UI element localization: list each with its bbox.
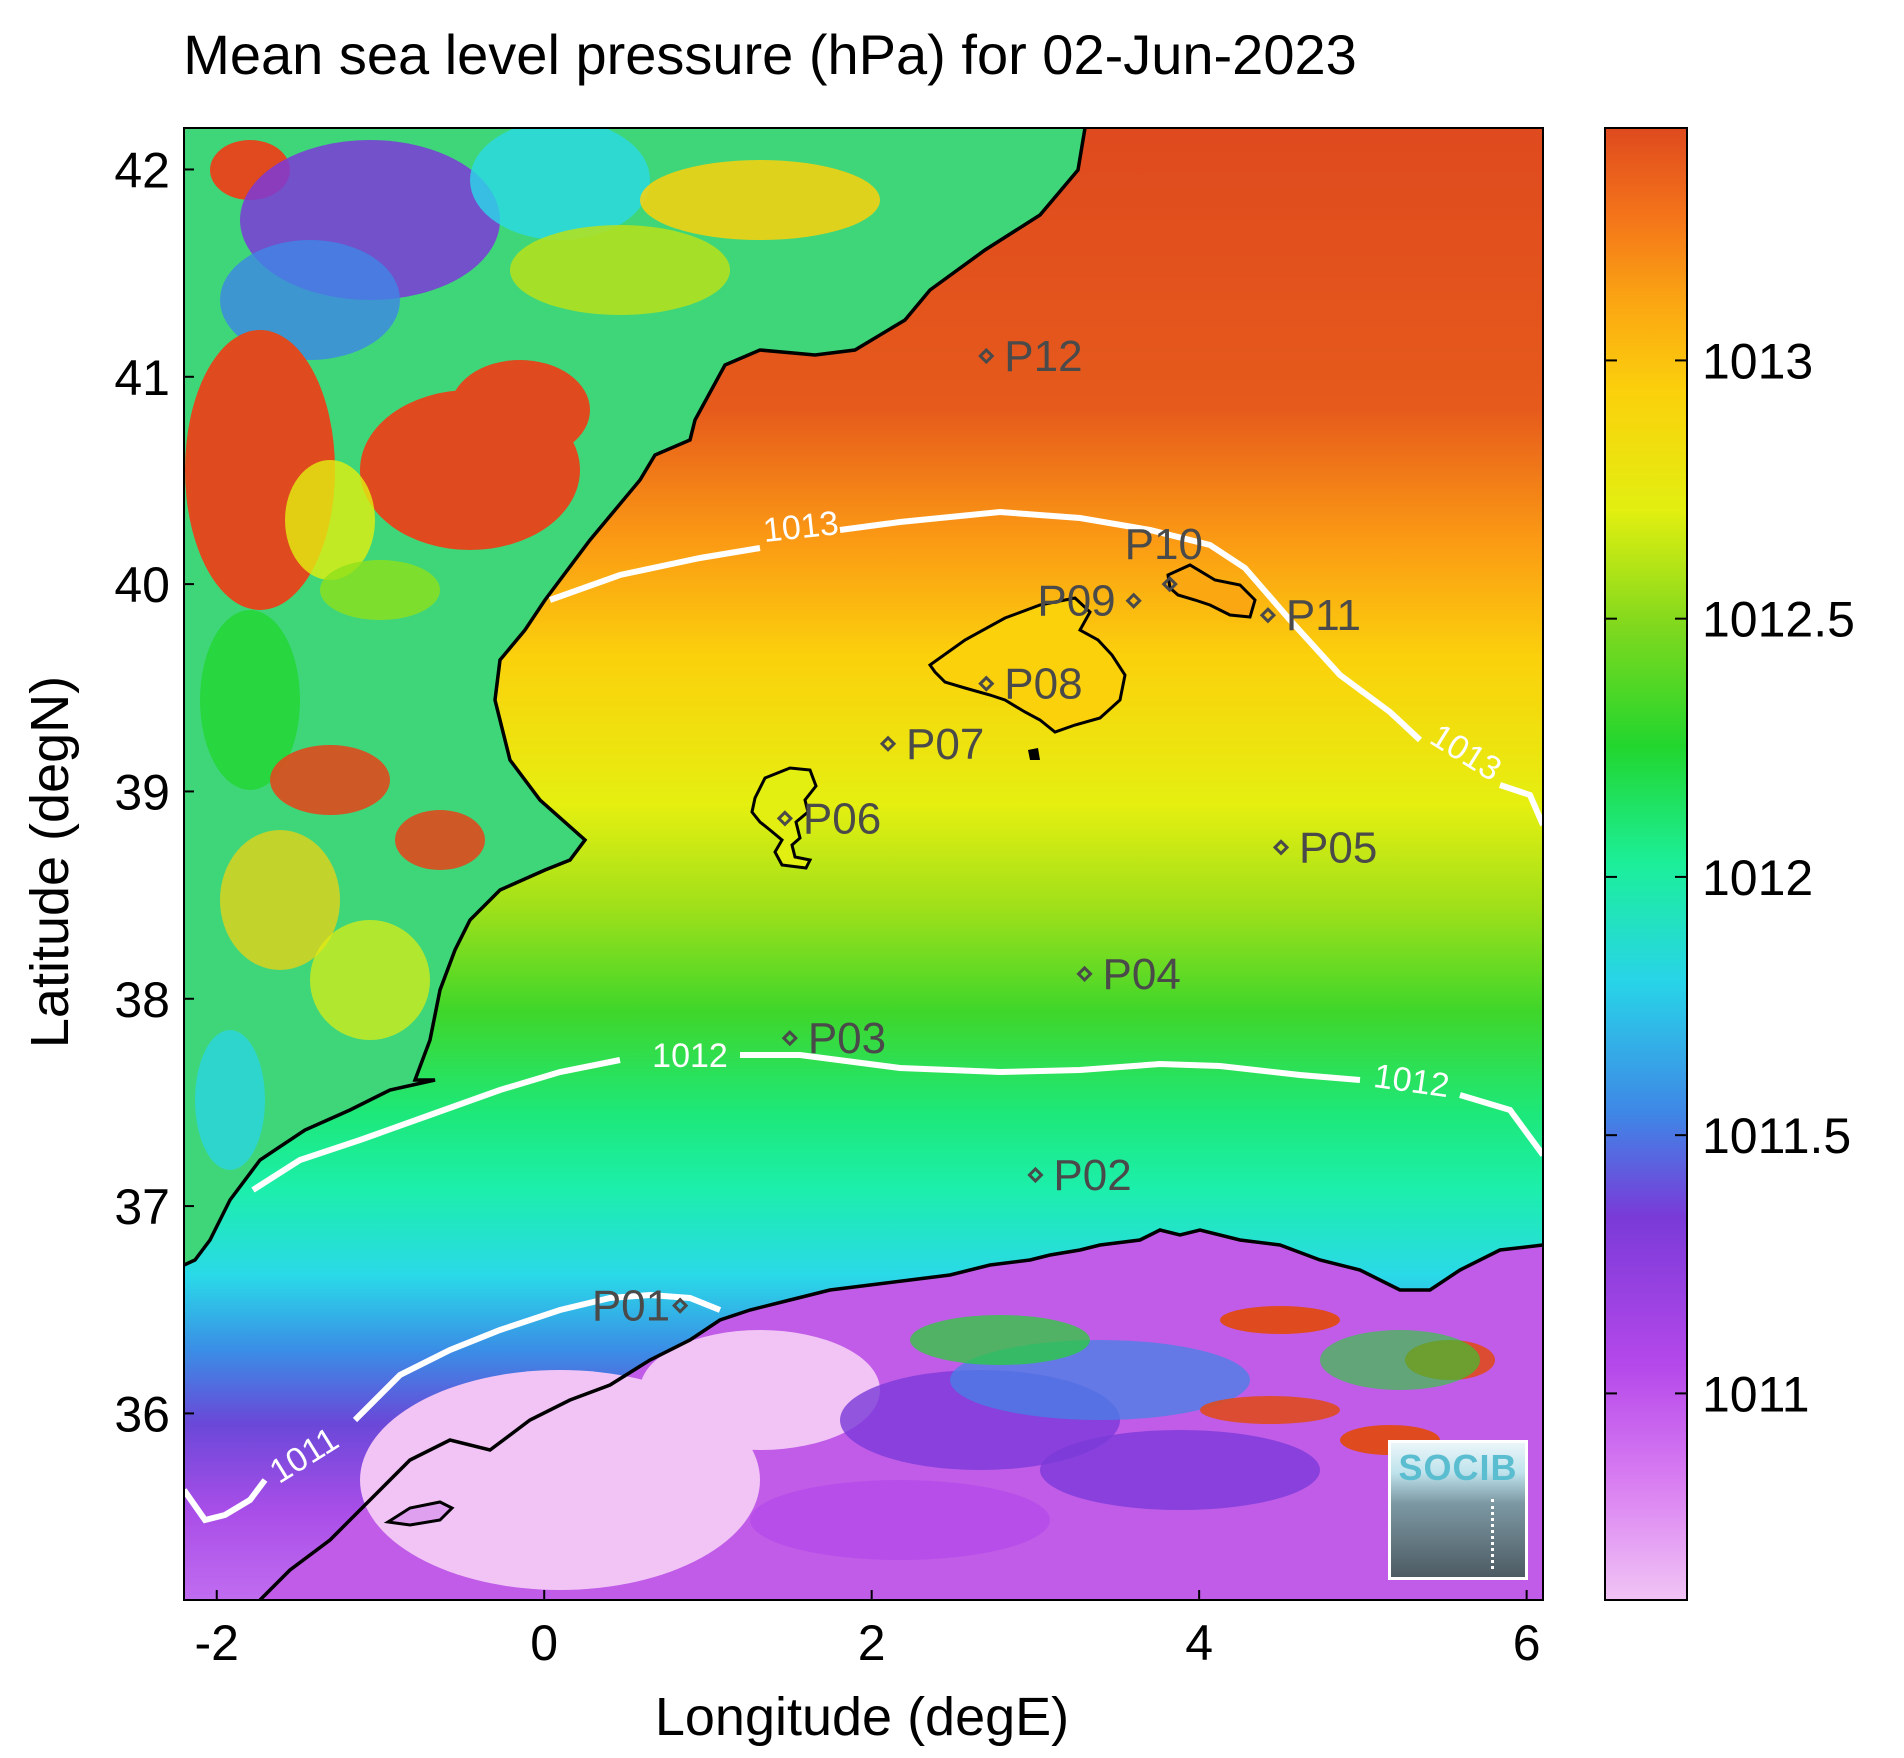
colorbar-tick-label: 1013 (1702, 333, 1813, 389)
plot-frame (183, 127, 1544, 1601)
contour-label-1012-a: 1012 (652, 1037, 728, 1075)
colorbar (1604, 127, 1688, 1601)
station-p05[interactable]: P05 (1272, 823, 1377, 872)
station-label: P07 (906, 720, 984, 769)
station-label: P02 (1053, 1151, 1131, 1200)
colorbar-tick-label: 1012.5 (1702, 592, 1855, 648)
station-diamond-icon (978, 675, 995, 692)
socib-logo-text: SOCIB (1398, 1447, 1518, 1488)
station-p10[interactable]: P10 (1125, 520, 1203, 593)
station-label: P11 (1286, 591, 1361, 640)
station-diamond-icon (781, 1030, 798, 1047)
station-diamond-icon (1259, 607, 1277, 624)
station-p07[interactable]: P07 (879, 720, 984, 769)
station-p12[interactable]: P12 (978, 332, 1083, 381)
station-label: P08 (1004, 660, 1082, 709)
y-tick-label: 40 (114, 557, 170, 613)
y-tick-label: 37 (114, 1179, 170, 1235)
station-label: P05 (1299, 823, 1377, 872)
station-p09[interactable]: P09 (1037, 577, 1142, 626)
station-diamond-icon (978, 347, 995, 365)
chart-title: Mean sea level pressure (hPa) for 02-Jun… (183, 23, 1357, 86)
colorbar-tick-label: 1011.5 (1702, 1108, 1851, 1164)
station-p03[interactable]: P03 (781, 1014, 886, 1063)
island-ibiza (750, 766, 818, 870)
station-label: P06 (803, 794, 881, 843)
station-p01[interactable]: P01 (592, 1282, 689, 1331)
colorbar-ticks: 1011 1011.5 1012 1012.5 1013 (1605, 333, 1855, 1422)
y-tick-label: 41 (114, 350, 170, 406)
y-tick-label: 38 (114, 972, 170, 1028)
station-p08[interactable]: P08 (978, 660, 1083, 709)
island-alboran (383, 1500, 455, 1527)
station-diamond-icon (1076, 965, 1093, 983)
station-diamond-icon (671, 1297, 689, 1314)
station-diamond-icon (1161, 575, 1178, 593)
station-p04[interactable]: P04 (1076, 950, 1181, 999)
y-axis-title: Latitude (degN) (20, 676, 80, 1048)
station-label: P12 (1004, 332, 1082, 381)
y-tick-label: 36 (114, 1386, 170, 1442)
land-africa-texture (360, 1306, 1495, 1590)
coastline-africa (258, 1228, 1543, 1600)
contour-line-1013 (548, 508, 1543, 827)
island-menorca (1166, 563, 1257, 619)
land-iberia-texture (185, 128, 880, 1170)
station-label: P04 (1103, 950, 1181, 999)
x-tick-label: 2 (858, 1615, 886, 1671)
station-diamond-icon (1272, 839, 1290, 856)
map-field: 1013 1013 1012 1012 1011 (184, 128, 1543, 1600)
station-label: P01 (592, 1282, 670, 1331)
colorbar-tick-label: 1012 (1702, 850, 1813, 906)
island-cabrera (1028, 748, 1040, 760)
contour-line-1012 (251, 1052, 1543, 1193)
colorbar-tick-label: 1011 (1702, 1366, 1810, 1422)
contour-line-1011 (184, 1291, 722, 1524)
socib-logo: SOCIB (1388, 1440, 1528, 1580)
station-p02[interactable]: P02 (1027, 1151, 1132, 1200)
station-diamond-icon (776, 810, 794, 827)
station-diamond-icon (879, 735, 897, 752)
map-axis-ticks: -2 0 2 4 6 36 37 38 39 40 41 42 (114, 142, 1540, 1671)
y-tick-label: 42 (114, 142, 170, 198)
station-p11[interactable]: P11 (1259, 591, 1361, 640)
station-p06[interactable]: P06 (776, 794, 881, 843)
station-diamond-icon (1125, 592, 1142, 609)
station-label: P10 (1125, 520, 1203, 569)
station-label: P03 (808, 1014, 886, 1063)
x-axis-title: Longitude (degE) (655, 1687, 1069, 1747)
x-tick-label: -2 (195, 1615, 239, 1671)
buoy-mast-icon (1491, 1499, 1498, 1569)
station-label: P09 (1037, 577, 1115, 626)
island-mallorca (927, 596, 1127, 734)
x-tick-label: 0 (530, 1615, 558, 1671)
x-tick-label: 4 (1185, 1615, 1213, 1671)
coastline-iberia (184, 128, 1087, 1267)
x-tick-label: 6 (1513, 1615, 1541, 1671)
station-diamond-icon (1027, 1166, 1044, 1184)
y-tick-label: 39 (114, 764, 170, 820)
contour-label-1013-a: 1013 (761, 504, 840, 550)
